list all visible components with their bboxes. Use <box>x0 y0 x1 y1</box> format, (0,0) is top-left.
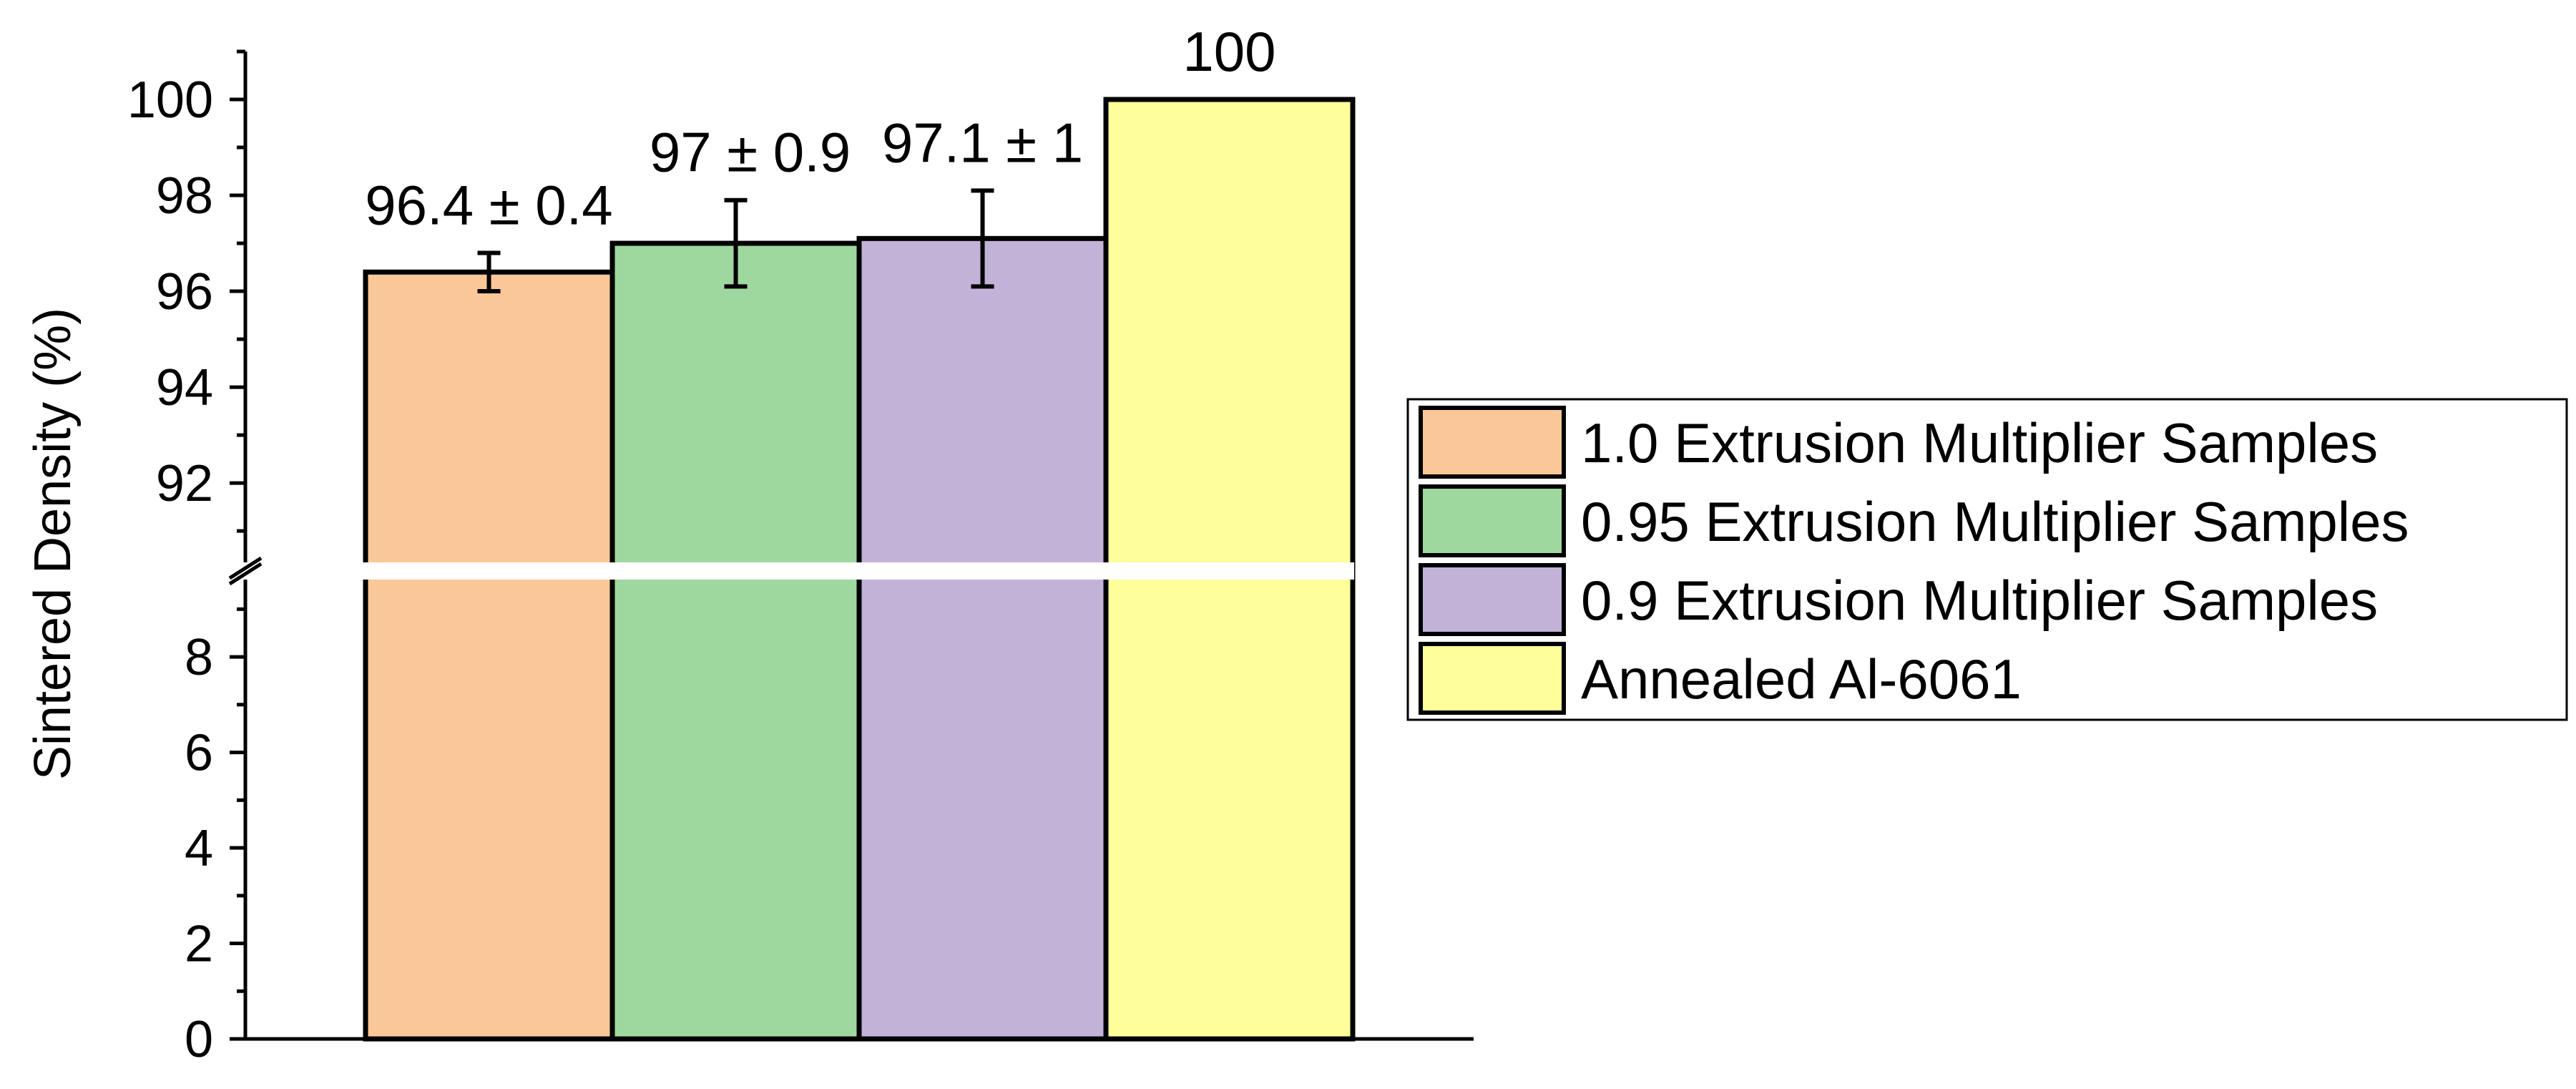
y-tick-label: 6 <box>185 725 213 782</box>
legend-swatch-4 <box>1419 642 1566 715</box>
y-tick-label: 94 <box>156 359 213 416</box>
legend: 1.0 Extrusion Multiplier Samples 0.95 Ext… <box>1406 398 2568 721</box>
bars: 96.4 ± 0.4 97 ± 0.9 97.1 ± 1 100 <box>363 20 1356 1042</box>
y-axis-title: Sintered Density (%) <box>24 308 82 780</box>
data-label-4: 100 <box>1182 20 1275 83</box>
legend-item-label: Annealed Al-6061 <box>1581 648 2022 710</box>
legend-swatch-1 <box>1419 406 1566 479</box>
y-axis: 0 2 4 6 8 92 94 96 98 100 <box>127 49 1474 1068</box>
y-tick-label: 4 <box>185 820 213 877</box>
legend-swatch-3 <box>1419 563 1566 636</box>
legend-item-label: 0.9 Extrusion Multiplier Samples <box>1581 569 2378 632</box>
y-tick-label: 92 <box>156 455 213 512</box>
bar-3 <box>856 235 1109 1042</box>
bar-2 <box>609 240 862 1042</box>
legend-swatch-2 <box>1419 484 1566 557</box>
axis-break <box>224 556 1354 586</box>
error-bar-2 <box>724 197 748 289</box>
y-tick-label: 2 <box>185 916 213 973</box>
error-bar-3 <box>971 188 994 289</box>
data-label-2: 97 ± 0.9 <box>650 121 851 184</box>
y-tick-label: 96 <box>156 263 213 321</box>
data-label-3: 97.1 ± 1 <box>882 111 1083 174</box>
error-bar-1 <box>477 250 501 294</box>
legend-item-label: 1.0 Extrusion Multiplier Samples <box>1581 411 2378 474</box>
legend-item-label: 0.95 Extrusion Multiplier Samples <box>1581 490 2409 553</box>
y-tick-label: 0 <box>185 1011 213 1068</box>
y-tick-label: 98 <box>156 167 213 225</box>
y-tick-label: 100 <box>127 72 213 129</box>
data-label-1: 96.4 ± 0.4 <box>365 173 612 236</box>
y-tick-label: 8 <box>185 629 213 686</box>
bar-1 <box>363 269 615 1042</box>
